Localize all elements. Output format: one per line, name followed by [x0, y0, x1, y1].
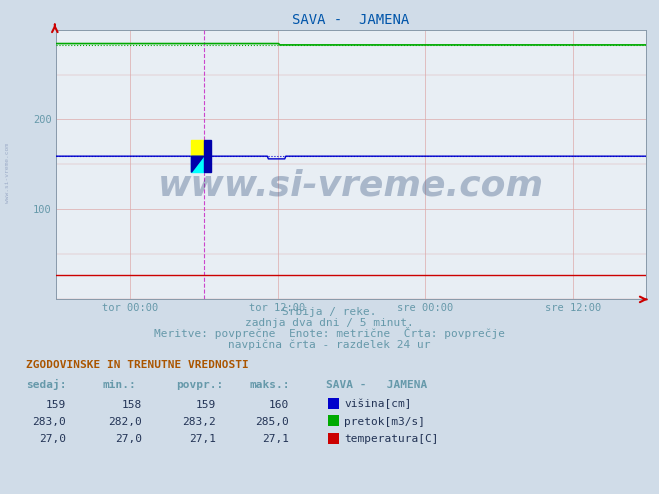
Text: višina[cm]: višina[cm]	[344, 399, 411, 410]
Text: 283,0: 283,0	[32, 417, 66, 427]
Text: 158: 158	[121, 400, 142, 410]
Text: ZGODOVINSKE IN TRENUTNE VREDNOSTI: ZGODOVINSKE IN TRENUTNE VREDNOSTI	[26, 360, 249, 370]
Text: www.si-vreme.com: www.si-vreme.com	[5, 143, 11, 203]
Bar	[204, 140, 211, 172]
Text: pretok[m3/s]: pretok[m3/s]	[344, 417, 425, 427]
Polygon shape	[191, 156, 204, 172]
Text: 160: 160	[268, 400, 289, 410]
Text: 159: 159	[45, 400, 66, 410]
Text: sedaj:: sedaj:	[26, 379, 67, 390]
Text: Srbija / reke.: Srbija / reke.	[282, 307, 377, 317]
Text: temperatura[C]: temperatura[C]	[344, 434, 438, 444]
Title: SAVA -  JAMENA: SAVA - JAMENA	[293, 13, 409, 27]
Text: min.:: min.:	[102, 380, 136, 390]
Bar	[191, 156, 204, 172]
Text: povpr.:: povpr.:	[177, 380, 224, 390]
Text: zadnja dva dni / 5 minut.: zadnja dva dni / 5 minut.	[245, 318, 414, 328]
Text: 282,0: 282,0	[108, 417, 142, 427]
Text: 283,2: 283,2	[183, 417, 216, 427]
Text: 27,0: 27,0	[39, 434, 66, 444]
Text: Meritve: povprečne  Enote: metrične  Črta: povprečje: Meritve: povprečne Enote: metrične Črta:…	[154, 327, 505, 339]
Text: 285,0: 285,0	[255, 417, 289, 427]
Text: 27,1: 27,1	[189, 434, 216, 444]
Bar	[191, 140, 204, 156]
Text: 27,0: 27,0	[115, 434, 142, 444]
Text: SAVA -   JAMENA: SAVA - JAMENA	[326, 380, 428, 390]
Text: maks.:: maks.:	[249, 380, 289, 390]
Text: 27,1: 27,1	[262, 434, 289, 444]
Text: 159: 159	[196, 400, 216, 410]
Text: navpična črta - razdelek 24 ur: navpična črta - razdelek 24 ur	[228, 339, 431, 350]
Text: www.si-vreme.com: www.si-vreme.com	[158, 169, 544, 203]
